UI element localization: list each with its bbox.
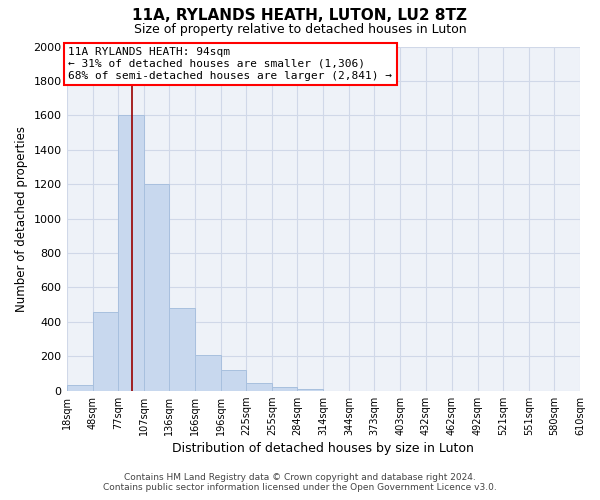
Bar <box>272 388 297 390</box>
Bar <box>67 384 92 390</box>
Bar <box>221 370 246 390</box>
Bar <box>144 184 169 390</box>
Bar <box>297 389 323 390</box>
Text: 11A, RYLANDS HEATH, LUTON, LU2 8TZ: 11A, RYLANDS HEATH, LUTON, LU2 8TZ <box>133 8 467 22</box>
Bar <box>195 354 221 390</box>
Text: Contains HM Land Registry data © Crown copyright and database right 2024.
Contai: Contains HM Land Registry data © Crown c… <box>103 473 497 492</box>
Bar <box>92 312 118 390</box>
Bar <box>246 383 272 390</box>
X-axis label: Distribution of detached houses by size in Luton: Distribution of detached houses by size … <box>172 442 474 455</box>
Y-axis label: Number of detached properties: Number of detached properties <box>15 126 28 312</box>
Bar <box>169 308 195 390</box>
Text: Size of property relative to detached houses in Luton: Size of property relative to detached ho… <box>134 22 466 36</box>
Text: 11A RYLANDS HEATH: 94sqm
← 31% of detached houses are smaller (1,306)
68% of sem: 11A RYLANDS HEATH: 94sqm ← 31% of detach… <box>68 48 392 80</box>
Bar <box>118 116 144 390</box>
